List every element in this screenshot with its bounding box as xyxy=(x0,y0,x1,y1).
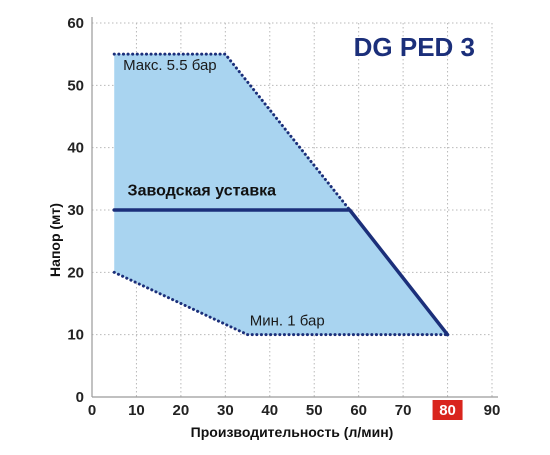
y-tick-label-10: 10 xyxy=(67,327,84,344)
y-axis-label: Напор (мт) xyxy=(47,203,63,277)
annotation-макс-5-5-бар: Макс. 5.5 бар xyxy=(123,57,217,74)
x-axis-label: Производительность (л/мин) xyxy=(191,424,394,440)
x-tick-label-10: 10 xyxy=(128,402,145,419)
y-tick-label-20: 20 xyxy=(67,264,84,281)
labels: DG PED 3 Производительность (л/мин) Напор … xyxy=(47,32,475,440)
operating-region-fill xyxy=(114,54,448,335)
x-tick-highlight-80 xyxy=(432,400,463,420)
y-tick-label-50: 50 xyxy=(67,77,84,94)
y-tick-label-0: 0 xyxy=(76,389,84,406)
x-tick-label-90: 90 xyxy=(484,402,501,419)
x-tick-label-30: 30 xyxy=(217,402,234,419)
y-tick-label-30: 30 xyxy=(67,202,84,219)
tick-labels: 0 10 20 30 40 50 60 70 80 90 0 10 20 30 40 50 60 xyxy=(67,15,500,420)
x-tick-label-20: 20 xyxy=(173,402,190,419)
operating-region xyxy=(114,54,448,335)
y-tick-label-60: 60 xyxy=(67,15,84,32)
series-line-мин-1-бар xyxy=(112,270,450,337)
x-tick-label-70: 70 xyxy=(395,402,412,419)
x-tick-label-50: 50 xyxy=(306,402,323,419)
series-line-макс-5-5-бар xyxy=(112,52,352,212)
annotation-мин-1-бар: Мин. 1 бар xyxy=(250,312,325,329)
y-tick-label-40: 40 xyxy=(67,140,84,157)
x-tick-label-0: 0 xyxy=(88,402,96,419)
annotation-заводская-уставка: Заводская уставка xyxy=(128,183,277,200)
x-tick-label-40: 40 xyxy=(261,402,278,419)
chart-title: DG PED 3 xyxy=(354,32,475,62)
series-lines xyxy=(112,52,450,337)
axes xyxy=(91,17,498,398)
x-tick-label-60: 60 xyxy=(350,402,367,419)
x-tick-label-80: 80 xyxy=(439,402,456,419)
series-line-заводская-уставка xyxy=(112,208,450,337)
